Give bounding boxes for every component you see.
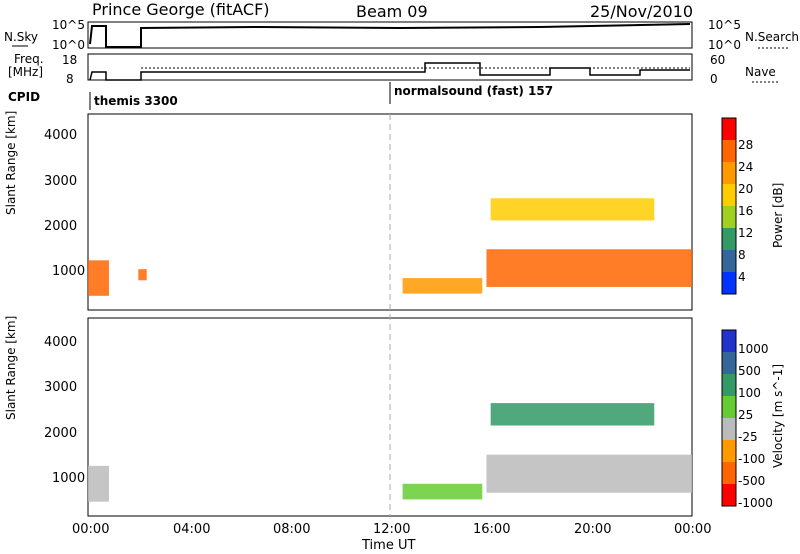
xtick-0800: 08:00 xyxy=(273,522,311,537)
power-cb-tick-4: 4 xyxy=(738,270,746,284)
power-colorbar-seg-6 xyxy=(722,250,736,272)
velocity-colorbar-frame xyxy=(721,329,737,507)
power-cb-tick-8: 8 xyxy=(738,248,746,262)
nave-tick-bottom: 0 xyxy=(710,72,718,86)
station-title: Prince George (fitACF) xyxy=(92,0,270,19)
vel-cb-tick-neg1000: -1000 xyxy=(738,496,773,510)
nsearch-label: N.Search xyxy=(745,30,800,44)
velocity-colorbar-seg-5 xyxy=(722,440,736,462)
vel-ytick-2000: 2000 xyxy=(44,426,78,441)
power-ytick-2000: 2000 xyxy=(44,219,78,234)
nsky-trace xyxy=(89,23,691,48)
velocity-colorbar-seg-3 xyxy=(722,396,736,418)
vel-ytick-4000: 4000 xyxy=(44,335,78,350)
power-colorbar-frame xyxy=(721,117,737,295)
nsearch-tick-bottom: 10^0 xyxy=(708,38,741,52)
velocity-colorbar-seg-4 xyxy=(722,418,736,440)
vel-ytick-3000: 3000 xyxy=(44,380,78,395)
power-colorbar-seg-0 xyxy=(722,118,736,140)
vel-cb-tick-neg500: -500 xyxy=(738,474,766,488)
power-layer-cell-4 xyxy=(490,198,655,221)
vel-cb-tick-25: 25 xyxy=(738,408,754,422)
velocity-colorbar-seg-1 xyxy=(722,352,736,374)
power-layer-cell-0 xyxy=(88,260,109,296)
xtick-1600: 16:00 xyxy=(473,522,511,537)
power-layer-cell-1 xyxy=(138,269,147,281)
freq-trace xyxy=(89,62,690,81)
vel-layer-cell-1 xyxy=(402,483,483,500)
nsky-label: N.Sky xyxy=(4,30,39,44)
velocity-colorbar-seg-7 xyxy=(722,484,736,506)
nsearch-tick-top: 10^5 xyxy=(708,18,741,32)
freq-tick-top: 18 xyxy=(62,53,78,67)
nsky-tick-bottom: 10^0 xyxy=(52,38,85,52)
date-label: 25/Nov/2010 xyxy=(590,2,694,21)
xtick-0000: 00:00 xyxy=(72,522,110,537)
vel-layer-cell-2 xyxy=(486,454,692,493)
cpid-2: normalsound (fast) 157 xyxy=(394,84,554,98)
power-cb-tick-16: 16 xyxy=(738,204,754,218)
beam-label: Beam 09 xyxy=(356,2,428,21)
vel-cb-tick-neg100: -100 xyxy=(738,452,766,466)
power-layer-cell-3 xyxy=(486,249,692,287)
cpid-label: CPID xyxy=(8,90,41,104)
nsky-frame xyxy=(87,21,693,49)
power-colorbar-seg-7 xyxy=(722,272,736,294)
power-ytick-3000: 3000 xyxy=(44,174,78,189)
power-cb-tick-28: 28 xyxy=(738,138,754,152)
xtick-2000: 20:00 xyxy=(574,522,612,537)
xaxis-label: Time UT xyxy=(362,538,416,553)
vel-cb-tick-1000: 1000 xyxy=(738,342,769,356)
xtick-1200: 12:00 xyxy=(373,522,411,537)
power-cb-tick-24: 24 xyxy=(738,160,754,174)
power-colorbar-seg-2 xyxy=(722,162,736,184)
power-colorbar-seg-4 xyxy=(722,206,736,228)
xtick-2400: 00:00 xyxy=(674,522,712,537)
power-ytick-1000: 1000 xyxy=(52,264,86,279)
nave-label: Nave xyxy=(745,65,776,79)
power-colorbar-seg-5 xyxy=(722,228,736,250)
power-cb-tick-12: 12 xyxy=(738,226,754,240)
nave-tick-top: 60 xyxy=(710,53,726,67)
velocity-colorbar-seg-0 xyxy=(722,330,736,352)
freq-frame xyxy=(87,53,693,81)
vel-cb-tick-500: 500 xyxy=(738,364,761,378)
power-layer-cell-2 xyxy=(402,278,483,294)
freq-tick-bottom: 8 xyxy=(66,72,74,86)
freq-unit: [MHz] xyxy=(8,65,44,79)
vel-layer-cell-3 xyxy=(490,403,655,426)
power-colorbar-seg-3 xyxy=(722,184,736,206)
freq-label: Freq. xyxy=(14,52,44,66)
vel-cb-tick-100: 100 xyxy=(738,386,761,400)
velocity-colorbar-seg-6 xyxy=(722,462,736,484)
power-ytick-4000: 4000 xyxy=(44,128,78,143)
velocity-colorbar-seg-2 xyxy=(722,374,736,396)
vel-ytick-1000: 1000 xyxy=(52,471,86,486)
vel-cb-tick-neg25: -25 xyxy=(738,430,758,444)
cpid-1: themis 3300 xyxy=(94,94,178,108)
power-colorbar-seg-1 xyxy=(722,140,736,162)
vel-layer-cell-0 xyxy=(88,465,109,502)
nsky-tick-top: 10^5 xyxy=(52,18,85,32)
power-cb-tick-20: 20 xyxy=(738,182,754,196)
xtick-0400: 04:00 xyxy=(173,522,211,537)
